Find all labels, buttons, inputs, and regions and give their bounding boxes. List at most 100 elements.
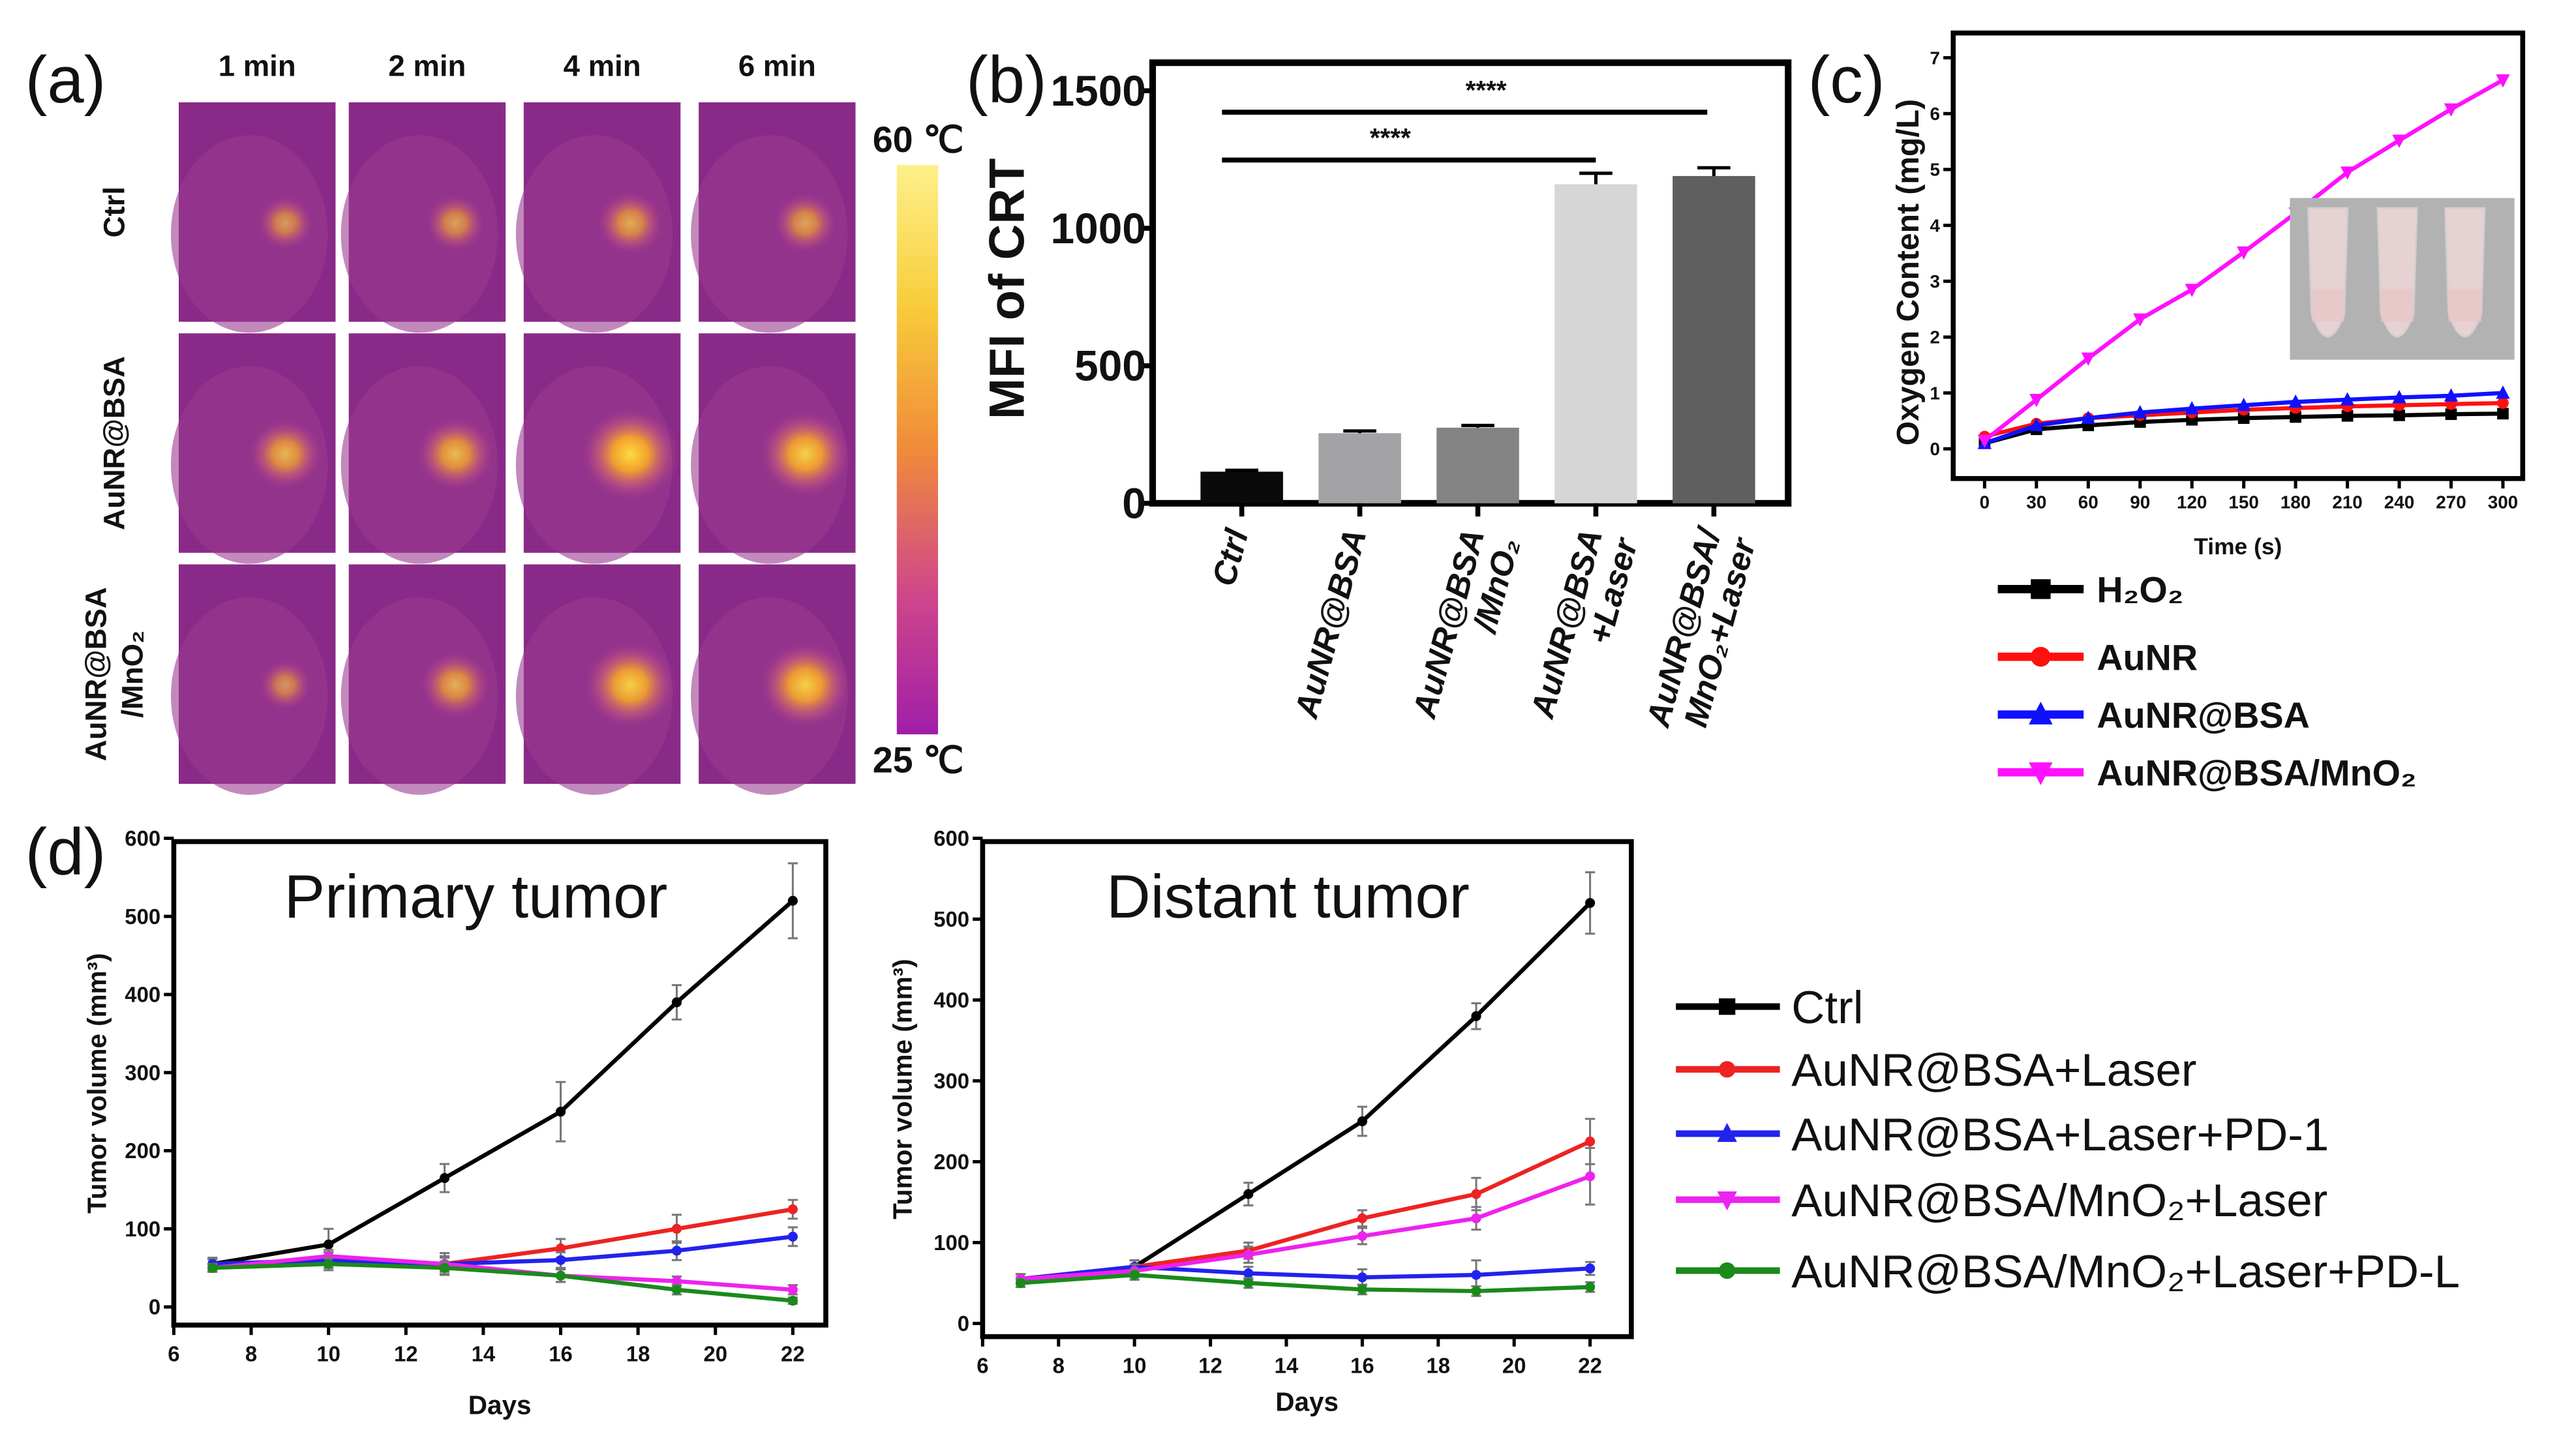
hotspot: [415, 416, 496, 492]
data-point: [1718, 998, 1736, 1015]
data-point: [2290, 411, 2301, 423]
mouse-body: [170, 135, 328, 333]
series-line: [1020, 1272, 1590, 1294]
data-point: [2237, 246, 2251, 260]
data-point: [555, 1270, 566, 1281]
category-label: AuNR@BSA/MnO₂+Laser: [1639, 522, 1763, 741]
y-tick-label: 0: [1930, 439, 1940, 459]
x-tick-label: 6: [168, 1342, 179, 1366]
x-tick-label: 6: [977, 1353, 988, 1377]
bar: [1200, 471, 1283, 503]
hotspot: [419, 650, 492, 720]
data-point: [2392, 389, 2406, 404]
y-tick-label: 200: [125, 1139, 160, 1163]
panel-label: (d): [25, 815, 106, 889]
mouse-body: [170, 597, 328, 795]
data-point: [1357, 1116, 1367, 1127]
y-tick-label: 1500: [1051, 67, 1146, 115]
x-tick-label: 18: [626, 1342, 650, 1366]
data-point: [1717, 1123, 1737, 1143]
bar: [1318, 433, 1401, 503]
hotspot: [247, 417, 324, 490]
series-line: [212, 1234, 793, 1266]
x-tick-label: 8: [245, 1342, 257, 1366]
y-tick-label: 300: [933, 1069, 969, 1093]
y-tick-label: 0: [149, 1295, 160, 1319]
chart-title: Distant tumor: [1106, 862, 1470, 931]
data-point: [2031, 579, 2051, 599]
data-point: [555, 1243, 566, 1253]
data-point: [2445, 408, 2457, 421]
thermal-image: [341, 333, 506, 564]
data-point: [324, 1259, 334, 1269]
data-point: [2341, 410, 2354, 422]
thermal-image: [691, 564, 856, 795]
column-header: 1 min: [219, 49, 296, 82]
x-axis-label: Days: [468, 1390, 532, 1420]
line-chart-d-primary: 6 8 10 12 14 16 18 20 22 0 100 200 300 400 500 600 Days T…: [82, 826, 828, 1420]
y-tick-label: 500: [933, 907, 969, 931]
data-point: [1471, 1286, 1481, 1296]
x-tick-label: 12: [1198, 1353, 1222, 1377]
hotspot: [757, 409, 853, 499]
thermal-image: [170, 564, 336, 795]
data-point: [1718, 1262, 1736, 1279]
x-tick-label: 14: [472, 1342, 496, 1366]
thermal-image: [691, 102, 856, 333]
data-point: [787, 1295, 798, 1306]
x-tick-label: 120: [2177, 492, 2207, 512]
x-tick-label: 30: [2026, 492, 2046, 512]
data-point: [2392, 134, 2406, 148]
series-line: [1020, 901, 1592, 1281]
hotspot: [256, 194, 315, 252]
data-point: [2497, 408, 2509, 420]
hotspot: [424, 193, 487, 253]
x-tick-label: 0: [1980, 492, 1990, 512]
y-tick-label: 4: [1930, 215, 1941, 235]
data-point: [2081, 410, 2095, 425]
column-header: 6 min: [738, 49, 816, 82]
y-tick-label: 2: [1930, 327, 1940, 348]
series-line: [212, 1262, 793, 1303]
series: [1977, 385, 2510, 449]
line-chart-d-distant: 6 8 10 12 14 16 18 20 22 0 100 200 300 400 500 600 Days T…: [888, 826, 1634, 1417]
data-point: [2237, 412, 2250, 425]
data-point: [671, 1285, 682, 1295]
y-tick-label: 500: [1074, 342, 1146, 390]
x-tick-label: 14: [1275, 1353, 1299, 1377]
y-tick-label: 400: [933, 988, 969, 1012]
panel-label: (a): [25, 43, 106, 117]
y-tick-label: 600: [933, 826, 969, 850]
x-axis-label: Time (s): [2194, 533, 2282, 560]
bar: [1436, 427, 1519, 503]
thermal-image: [515, 102, 681, 333]
significance-label: ****: [1466, 75, 1507, 105]
data-point: [2133, 313, 2147, 327]
hotspot: [258, 659, 313, 712]
data-point: [2444, 388, 2459, 402]
data-point: [787, 1204, 798, 1215]
row-label: Ctrl: [98, 187, 131, 237]
data-point: [2133, 405, 2147, 419]
legend-label: AuNR@BSA/MnO₂+Laser+PD-L: [1791, 1246, 2460, 1298]
x-tick-label: 300: [2488, 492, 2518, 512]
data-point: [2497, 397, 2509, 409]
data-point: [2029, 701, 2053, 724]
significance-label: ****: [1370, 123, 1411, 153]
y-tick-label: 0: [1122, 479, 1146, 528]
x-tick-label: 20: [703, 1342, 727, 1366]
y-tick-label: 400: [125, 983, 160, 1007]
column-header: 4 min: [564, 49, 641, 82]
category-label-line: Ctrl: [1205, 525, 1256, 590]
data-point: [2340, 166, 2355, 180]
data-point: [787, 1231, 798, 1242]
legend-label: AuNR@BSA: [2097, 695, 2309, 736]
row-label: AuNR@BSA: [98, 356, 131, 530]
y-axis-label: Tumor volume (mm³): [888, 959, 918, 1219]
plot-frame: [171, 839, 828, 1328]
thermal-grid: 1 min 2 min 4 min 6 min Ctrl AuNR@BSA AuNR@BSA…: [80, 49, 964, 795]
category-label: Ctrl: [1205, 525, 1256, 590]
legend-label: AuNR@BSA/MnO₂: [2097, 753, 2416, 794]
mouse-body: [691, 135, 848, 333]
x-tick-label: 18: [1426, 1353, 1450, 1377]
